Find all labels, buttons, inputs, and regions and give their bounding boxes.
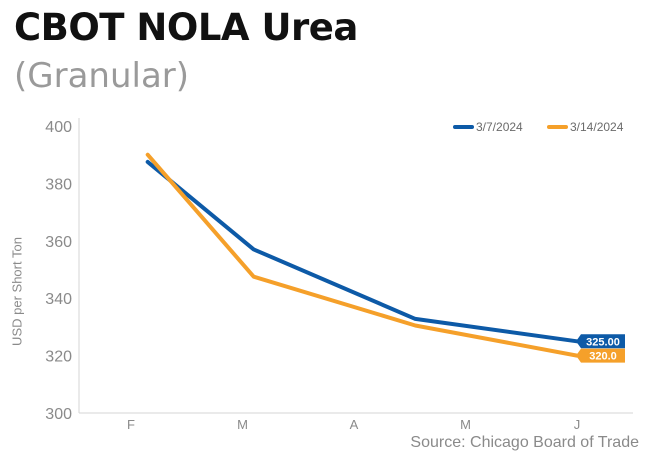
end-label-text: 325.00 — [586, 336, 620, 348]
y-tick-label: 300 — [45, 406, 72, 423]
x-tick-label: J — [574, 417, 581, 432]
x-tick-label: M — [237, 417, 248, 432]
end-value-label: 325.00 — [576, 334, 625, 349]
legend-item: 3/7/2024 — [453, 120, 523, 134]
end-label-tag — [576, 334, 625, 349]
chart-title: CBOT NOLA Urea — [14, 6, 358, 49]
end-label-text: 320.0 — [589, 351, 617, 363]
y-tick-label: 360 — [45, 234, 72, 251]
y-tick-label: 340 — [45, 291, 72, 308]
x-tick-label: A — [350, 417, 359, 432]
end-value-label: 320.0 — [576, 348, 625, 363]
series-line — [145, 152, 579, 358]
series-line — [145, 159, 579, 344]
source-note: Source: Chicago Board of Trade — [410, 434, 639, 451]
end-label-tag — [576, 348, 625, 363]
y-tick-label: 320 — [45, 349, 72, 366]
x-tick-label: F — [127, 417, 135, 432]
legend-label: 3/14/2024 — [570, 120, 624, 134]
legend-label: 3/7/2024 — [476, 120, 523, 134]
x-tick-label: M — [460, 417, 471, 432]
y-tick-label: 400 — [45, 119, 72, 136]
chart-subtitle: (Granular) — [14, 56, 190, 96]
y-tick-label: 380 — [45, 176, 72, 193]
legend-item: 3/14/2024 — [547, 120, 624, 134]
